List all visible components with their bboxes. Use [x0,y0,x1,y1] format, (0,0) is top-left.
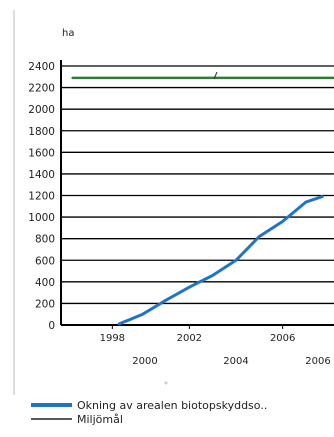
y-tick-label: 800 [35,234,55,246]
legend: Okning av arealen biotopskyddso..Miljömå… [31,399,267,426]
x-tick-labels: 1998 2002 2006 2000 2004 2006 [100,325,331,367]
x-tick-label-lower: 2000 [132,356,157,367]
x-tick-label-lower: 2004 [223,356,248,367]
y-tick-label: 2400 [28,61,55,73]
x-tick-label-upper: 2002 [177,333,202,344]
y-tick-label: 1800 [28,126,55,138]
y-tick-label: 1200 [28,191,55,203]
series-lines [71,71,334,326]
y-tick-label: 200 [35,298,55,310]
y-tick-labels: 2400220020001800160014001200100080060040… [28,61,55,332]
y-tick-label: 400 [35,277,55,289]
y-tick-label: 1000 [28,212,55,224]
y-tick-label: 1600 [28,147,55,159]
x-tick-label-lower: 2006 [305,356,330,367]
y-tick-label: 0 [48,320,55,332]
y-axis-unit-label: ha [62,28,74,39]
line-marker [213,71,218,80]
legend-label-1: Miljömål [77,413,123,426]
y-tick-label: 600 [35,255,55,267]
y-tick-label: 2000 [28,104,55,116]
legend-label-0: Okning av arealen biotopskyddso.. [77,399,267,412]
scan-speck [164,381,168,385]
x-tick-label-upper: 1998 [100,333,125,344]
series-line-0 [117,195,324,326]
gridlines [61,65,334,326]
y-tick-label: 2200 [28,83,55,95]
y-tick-label: 1400 [28,169,55,181]
x-tick-label-upper: 2006 [270,333,295,344]
